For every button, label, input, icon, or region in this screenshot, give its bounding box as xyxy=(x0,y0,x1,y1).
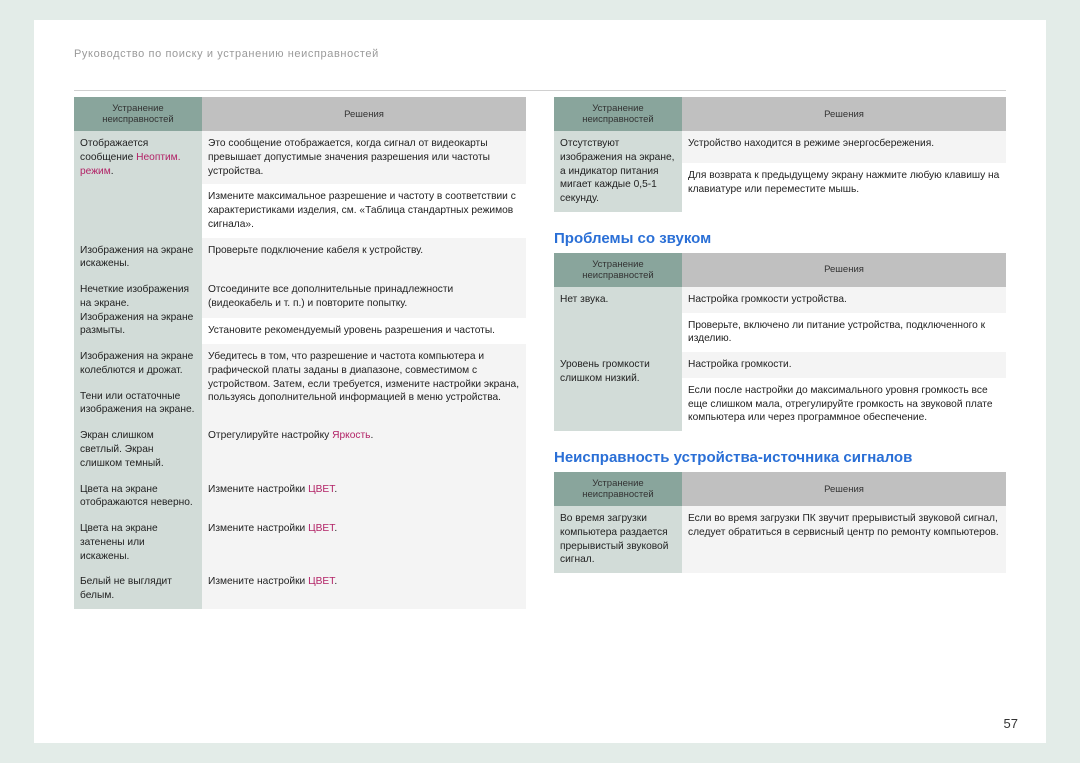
problem-cell: Нечеткие изображения на экране. Изображе… xyxy=(74,277,202,344)
solution-cell: Для возврата к предыдущему экрану нажмит… xyxy=(682,163,1006,212)
problem-cell: Отображается сообщение Неоптим. режим. xyxy=(74,131,202,238)
solution-cell: Это сообщение отображается, когда сигнал… xyxy=(202,131,526,184)
section-title-sound: Проблемы со звуком xyxy=(554,230,1006,247)
right-column: УстранениенеисправностейРешенияОтсутству… xyxy=(554,97,1006,609)
col-header-solution: Решения xyxy=(682,97,1006,131)
col-header-problem: Устранениенеисправностей xyxy=(74,97,202,131)
problem-cell: Цвета на экране отображаются неверно. xyxy=(74,477,202,517)
troubleshoot-table-sound: УстранениенеисправностейРешенияНет звука… xyxy=(554,253,1006,431)
problem-cell: Нет звука. xyxy=(554,287,682,352)
solution-cell: Отсоедините все дополнительные принадлеж… xyxy=(202,277,526,318)
solution-cell: Отрегулируйте настройку Яркость. xyxy=(202,423,526,476)
problem-cell: Уровень громкости слишком низкий. xyxy=(554,352,682,431)
col-header-solution: Решения xyxy=(202,97,526,131)
troubleshoot-table-source: УстранениенеисправностейРешенияВо время … xyxy=(554,472,1006,573)
solution-cell: Настройка громкости устройства. xyxy=(682,287,1006,313)
solution-cell: Если во время загрузки ПК звучит прерыви… xyxy=(682,506,1006,573)
problem-cell: Изображения на экране искажены. xyxy=(74,238,202,278)
solution-cell: Измените настройки ЦВЕТ. xyxy=(202,477,526,517)
solution-cell: Если после настройки до максимального ур… xyxy=(682,378,1006,431)
problem-cell: Белый не выглядит белым. xyxy=(74,569,202,609)
problem-cell: Отсутствуют изображения на экране, а инд… xyxy=(554,131,682,212)
col-header-problem: Устранениенеисправностей xyxy=(554,253,682,287)
section-title-source: Неисправность устройства-источника сигна… xyxy=(554,449,1006,466)
left-column: УстранениенеисправностейРешенияОтображае… xyxy=(74,97,526,609)
problem-cell: Тени или остаточные изображения на экран… xyxy=(74,384,202,424)
solution-cell: Измените максимальное разрешение и часто… xyxy=(202,184,526,237)
two-column-layout: УстранениенеисправностейРешенияОтображае… xyxy=(74,97,1006,609)
solution-cell: Убедитесь в том, что разрешение и частот… xyxy=(202,344,526,423)
troubleshoot-table-screen: УстранениенеисправностейРешенияОтображае… xyxy=(74,97,526,609)
solution-cell: Установите рекомендуемый уровень разреше… xyxy=(202,318,526,344)
solution-cell: Измените настройки ЦВЕТ. xyxy=(202,516,526,569)
problem-cell: Во время загрузки компьютера раздается п… xyxy=(554,506,682,573)
col-header-problem: Устранениенеисправностей xyxy=(554,472,682,506)
problem-cell: Экран слишком светлый. Экран слишком тем… xyxy=(74,423,202,476)
col-header-solution: Решения xyxy=(682,472,1006,506)
manual-page: Руководство по поиску и устранению неисп… xyxy=(34,20,1046,743)
col-header-problem: Устранениенеисправностей xyxy=(554,97,682,131)
solution-cell: Проверьте подключение кабеля к устройств… xyxy=(202,238,526,278)
solution-cell: Устройство находится в режиме энергосбер… xyxy=(682,131,1006,163)
solution-cell: Настройка громкости. xyxy=(682,352,1006,378)
solution-cell: Проверьте, включено ли питание устройств… xyxy=(682,313,1006,353)
problem-cell: Цвета на экране затенены или искажены. xyxy=(74,516,202,569)
col-header-solution: Решения xyxy=(682,253,1006,287)
breadcrumb: Руководство по поиску и устранению неисп… xyxy=(74,48,1006,60)
problem-cell: Изображения на экране колеблются и дрожа… xyxy=(74,344,202,384)
divider xyxy=(74,90,1006,91)
troubleshoot-table-power: УстранениенеисправностейРешенияОтсутству… xyxy=(554,97,1006,212)
page-number: 57 xyxy=(1004,716,1018,731)
solution-cell: Измените настройки ЦВЕТ. xyxy=(202,569,526,609)
